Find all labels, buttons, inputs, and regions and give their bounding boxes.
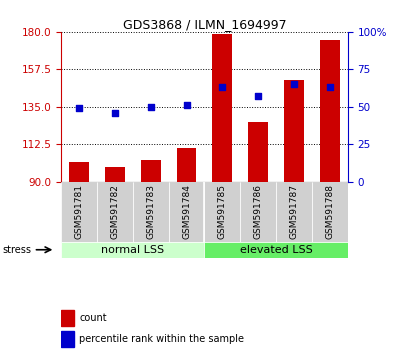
Bar xyxy=(177,148,196,182)
Bar xyxy=(97,182,133,241)
Text: GSM591782: GSM591782 xyxy=(111,184,119,239)
Bar xyxy=(105,167,125,182)
Bar xyxy=(141,160,160,182)
Bar xyxy=(284,80,304,182)
Bar xyxy=(276,182,312,241)
Text: GSM591785: GSM591785 xyxy=(218,184,227,239)
Point xyxy=(148,104,154,110)
Bar xyxy=(205,241,365,258)
Bar xyxy=(61,331,74,347)
Text: stress: stress xyxy=(2,245,31,255)
Bar xyxy=(320,40,340,182)
Text: GSM591784: GSM591784 xyxy=(182,184,191,239)
Point xyxy=(183,102,190,108)
Text: GSM591786: GSM591786 xyxy=(254,184,263,239)
Text: GSM591783: GSM591783 xyxy=(146,184,155,239)
Bar xyxy=(133,182,169,241)
Point xyxy=(76,105,82,111)
Text: normal LSS: normal LSS xyxy=(101,245,164,255)
Bar xyxy=(61,310,74,326)
Text: count: count xyxy=(79,313,107,323)
Bar xyxy=(312,182,348,241)
Point xyxy=(291,81,297,87)
Bar xyxy=(248,122,268,182)
Bar xyxy=(240,182,276,241)
Bar xyxy=(169,182,205,241)
Bar xyxy=(61,241,205,258)
Text: elevated LSS: elevated LSS xyxy=(240,245,312,255)
Text: GSM591781: GSM591781 xyxy=(75,184,84,239)
Point xyxy=(219,85,226,90)
Text: GSM591788: GSM591788 xyxy=(325,184,334,239)
Bar xyxy=(69,162,89,182)
Title: GDS3868 / ILMN_1694997: GDS3868 / ILMN_1694997 xyxy=(122,18,286,31)
Point xyxy=(112,110,118,115)
Bar xyxy=(61,182,97,241)
Point xyxy=(255,93,261,99)
Bar xyxy=(213,34,232,182)
Text: percentile rank within the sample: percentile rank within the sample xyxy=(79,334,244,344)
Point xyxy=(327,85,333,90)
Bar xyxy=(205,182,240,241)
Text: GSM591787: GSM591787 xyxy=(290,184,298,239)
